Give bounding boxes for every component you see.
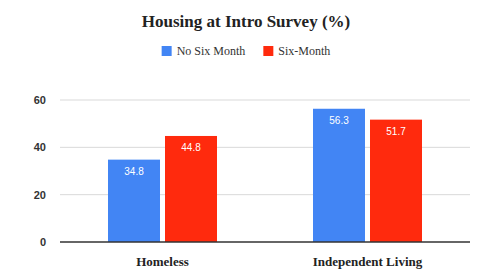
background xyxy=(0,0,492,280)
data-label: 51.7 xyxy=(386,126,406,137)
data-label: 34.8 xyxy=(124,166,144,177)
data-labels: 34.8 44.8 56.3 51.7 xyxy=(124,115,406,177)
legend-swatch xyxy=(263,46,273,56)
legend-label: No Six Month xyxy=(177,44,246,58)
y-tick-label: 40 xyxy=(34,141,46,153)
x-tick-label: Independent Living xyxy=(313,254,423,269)
legend: No Six Month Six-Month xyxy=(162,44,331,58)
chart: Housing at Intro Survey (%) No Six Month S… xyxy=(0,0,492,280)
grid-line xyxy=(60,100,470,101)
data-label: 44.8 xyxy=(181,142,201,153)
y-tick-label: 60 xyxy=(34,94,46,106)
x-axis-line xyxy=(60,241,470,243)
data-label: 56.3 xyxy=(329,115,349,126)
legend-swatch xyxy=(162,46,172,56)
title: Housing at Intro Survey (%) xyxy=(142,12,350,31)
bars xyxy=(108,109,422,242)
bar xyxy=(313,109,365,242)
bar xyxy=(165,136,217,242)
y-tick-label: 20 xyxy=(34,189,46,201)
bar xyxy=(108,160,160,242)
bar xyxy=(370,120,422,242)
x-tick-label: Homeless xyxy=(136,254,189,269)
legend-label: Six-Month xyxy=(278,44,330,58)
y-tick-label: 0 xyxy=(40,236,46,248)
